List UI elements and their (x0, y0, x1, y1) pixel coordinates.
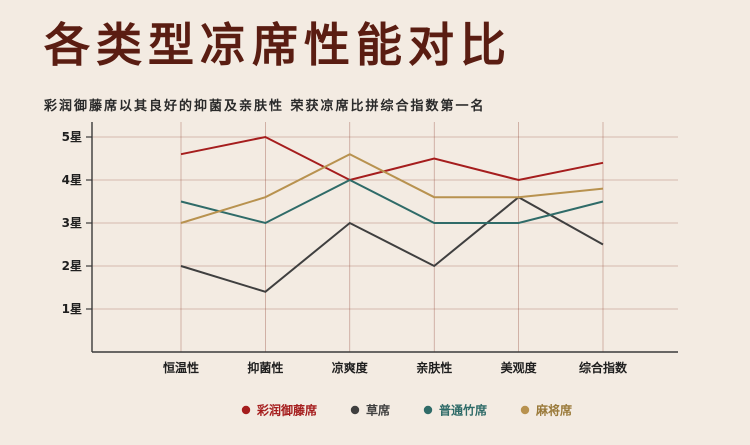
legend-label: 麻将席 (535, 403, 572, 418)
legend-marker (423, 405, 433, 415)
series-lines (180, 135, 604, 293)
series-line-0 (180, 135, 604, 182)
legend-item: 草席 (350, 403, 390, 418)
x-category-label: 美观度 (501, 360, 538, 375)
y-tick-label: 5星 (62, 130, 82, 144)
x-category-labels: 恒温性 抑菌性 凉爽度 亲肤性 美观度 综合指数 (163, 360, 628, 375)
grid-lines (92, 122, 678, 352)
x-category-label: 抑菌性 (247, 360, 283, 375)
series-line-1 (180, 195, 604, 293)
y-tick-label: 2星 (62, 259, 82, 273)
legend-marker (241, 405, 251, 415)
y-tick-label: 1星 (62, 302, 82, 316)
axes (86, 122, 678, 353)
legend-label: 草席 (366, 403, 390, 418)
page-title: 各类型凉席性能对比 (44, 18, 512, 72)
legend-marker (350, 405, 360, 415)
series-line-2 (180, 178, 604, 225)
legend-label: 彩润御藤席 (256, 403, 317, 418)
legend-label: 普通竹席 (439, 403, 487, 418)
legend-marker (520, 405, 530, 415)
legend-item: 麻将席 (520, 403, 572, 418)
series-line-3 (180, 153, 604, 224)
y-tick-label: 3星 (62, 216, 82, 230)
x-category-label: 恒温性 (163, 360, 199, 375)
x-category-label: 综合指数 (579, 360, 628, 375)
legend-item: 彩润御藤席 (241, 403, 317, 418)
y-tick-label: 4星 (62, 173, 82, 187)
page-subtitle: 彩润御藤席以其良好的抑菌及亲肤性 荣获凉席比拼综合指数第一名 (44, 99, 486, 114)
legend: 彩润御藤席 草席 普通竹席 麻将席 (241, 403, 572, 418)
legend-item: 普通竹席 (423, 403, 487, 418)
x-category-label: 亲肤性 (416, 360, 452, 375)
y-tick-labels: 1星 2星 3星 4星 5星 (62, 130, 82, 316)
x-category-label: 凉爽度 (332, 360, 369, 375)
